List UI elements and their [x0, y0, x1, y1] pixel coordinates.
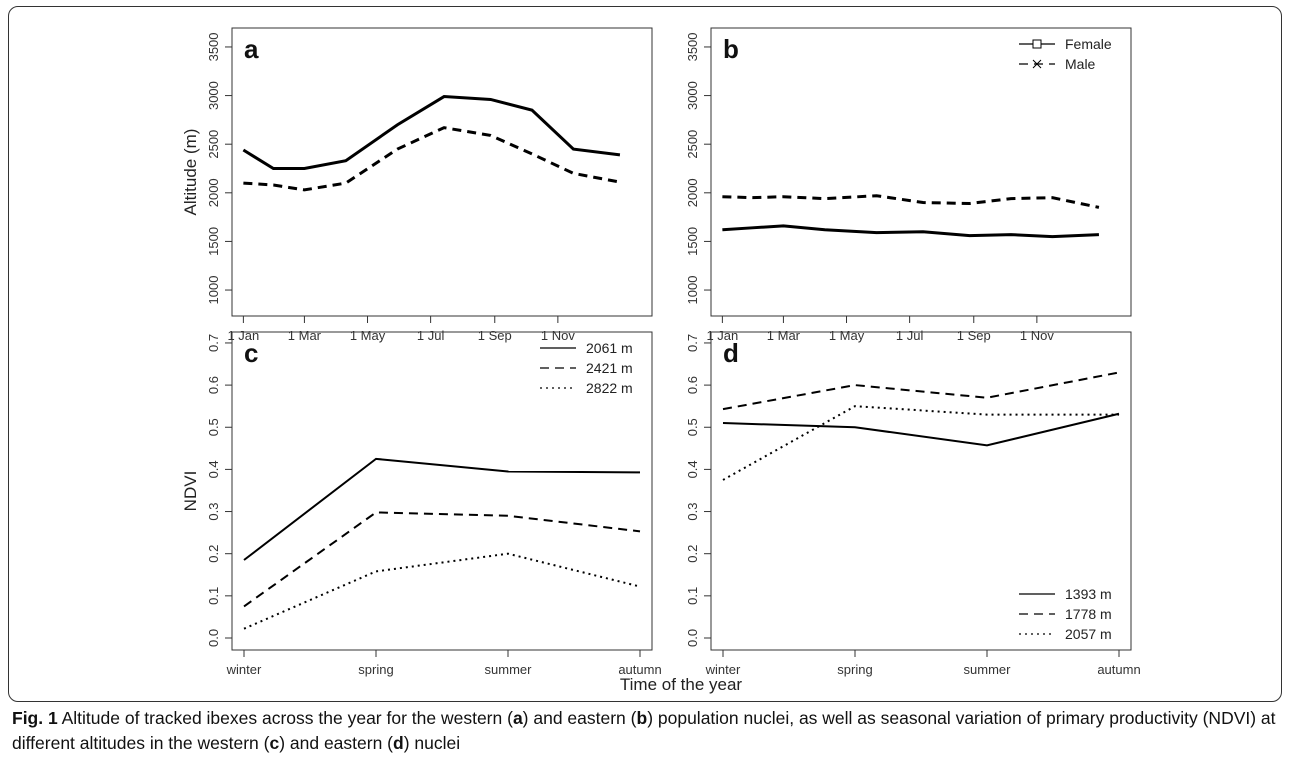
- y-tick-label: 0.0: [206, 629, 221, 647]
- y-tick-label: 3500: [206, 32, 221, 61]
- y-tick-label: 2500: [206, 130, 221, 159]
- x-tick-label: 1 Nov: [1020, 328, 1054, 343]
- caption-text: ) nuclei: [403, 733, 461, 753]
- y-tick-label: 0.7: [206, 334, 221, 352]
- y-tick-label: 0.3: [206, 503, 221, 521]
- y-tick-label: 0.4: [206, 460, 221, 478]
- x-tick-label: 1 Mar: [288, 328, 322, 343]
- caption: Fig. 1 Altitude of tracked ibexes across…: [12, 706, 1282, 756]
- y-tick-label: 1000: [206, 276, 221, 305]
- y-tick-label: 2000: [685, 178, 700, 207]
- y-tick-label: 0.1: [206, 587, 221, 605]
- caption-text: c: [269, 733, 280, 753]
- y-tick-label: 3500: [685, 32, 700, 61]
- x-tick-label: 1 May: [350, 328, 386, 343]
- legend-label: Male: [1065, 56, 1096, 72]
- legend-label: 1778 m: [1065, 606, 1112, 622]
- series-line: [722, 371, 1120, 411]
- legend-label: 2061 m: [586, 340, 633, 356]
- x-tick-label: 1 Jul: [417, 328, 445, 343]
- y-tick-label: 0.3: [685, 503, 700, 521]
- x-tick-label: 1 Sep: [957, 328, 991, 343]
- legend-label: 2421 m: [586, 360, 633, 376]
- y-tick-label: 2000: [206, 178, 221, 207]
- caption-text: b: [636, 708, 648, 728]
- y-axis-label: Altitude (m): [181, 129, 200, 216]
- y-axis-label: NDVI: [181, 471, 200, 512]
- plot-frame: [710, 331, 1132, 651]
- figure-frame: [8, 6, 1282, 702]
- figure: Time of the year 1000 1500 2000 2500 3000 350…: [181, 27, 1141, 694]
- plot-frame: [231, 27, 653, 317]
- caption-text: ) and eastern (: [279, 733, 394, 753]
- y-tick-label: 0.5: [685, 418, 700, 436]
- legend-label: Female: [1065, 36, 1112, 52]
- panel-label: a: [244, 34, 259, 64]
- x-tick-label: spring: [358, 662, 393, 677]
- legend-label: 1393 m: [1065, 586, 1112, 602]
- plot-frame: [710, 27, 1132, 317]
- series-line: [243, 126, 621, 192]
- series-line: [722, 224, 1099, 239]
- x-tick-label: 1 Nov: [541, 328, 575, 343]
- x-tick-label: winter: [226, 662, 262, 677]
- series-line: [242, 95, 621, 170]
- y-tick-label: 3000: [206, 81, 221, 110]
- x-tick-label: autumn: [618, 662, 661, 677]
- y-tick-label: 0.6: [206, 376, 221, 394]
- series-line: [722, 405, 1119, 481]
- x-tick-label: 1 Mar: [767, 328, 801, 343]
- caption-text: ) and eastern (: [522, 708, 637, 728]
- plot-frame: [231, 331, 653, 651]
- legend-marker: [1032, 39, 1042, 49]
- x-tick-label: winter: [705, 662, 741, 677]
- x-tick-label: autumn: [1097, 662, 1140, 677]
- y-tick-label: 0.1: [685, 587, 700, 605]
- series-line: [243, 511, 641, 608]
- caption-text: ) population nuclei, as well as seasonal…: [12, 708, 1276, 753]
- y-tick-label: 1500: [685, 227, 700, 256]
- x-tick-label: spring: [837, 662, 872, 677]
- y-tick-label: 0.0: [685, 629, 700, 647]
- x-tick-label: 1 Jul: [896, 328, 924, 343]
- x-tick-label: 1 May: [829, 328, 865, 343]
- caption-text: Altitude of tracked ibexes across the ye…: [57, 708, 513, 728]
- panel-label: d: [723, 338, 739, 368]
- series-line: [243, 457, 641, 561]
- y-tick-label: 1000: [685, 276, 700, 305]
- y-tick-label: 2500: [685, 130, 700, 159]
- y-tick-label: 0.4: [685, 460, 700, 478]
- legend-label: 2057 m: [1065, 626, 1112, 642]
- series-line: [722, 412, 1120, 447]
- y-tick-label: 0.2: [206, 545, 221, 563]
- x-tick-label: 1 Sep: [478, 328, 512, 343]
- y-tick-label: 0.2: [685, 545, 700, 563]
- y-tick-label: 0.5: [206, 418, 221, 436]
- x-tick-label: summer: [964, 662, 1012, 677]
- caption-text: d: [393, 733, 404, 753]
- panel-label: b: [723, 34, 739, 64]
- y-tick-label: 0.7: [685, 334, 700, 352]
- series-line: [243, 552, 641, 630]
- legend-marker: [1032, 59, 1042, 69]
- legend-label: 2822 m: [586, 380, 633, 396]
- panel-label: c: [244, 338, 258, 368]
- x-axis-label: Time of the year: [620, 675, 743, 694]
- y-tick-label: 0.6: [685, 376, 700, 394]
- caption-text: a: [512, 708, 523, 728]
- caption-label: Fig. 1: [12, 708, 58, 728]
- y-tick-label: 1500: [206, 227, 221, 256]
- series-line: [722, 194, 1100, 209]
- y-tick-label: 3000: [685, 81, 700, 110]
- x-tick-label: summer: [485, 662, 533, 677]
